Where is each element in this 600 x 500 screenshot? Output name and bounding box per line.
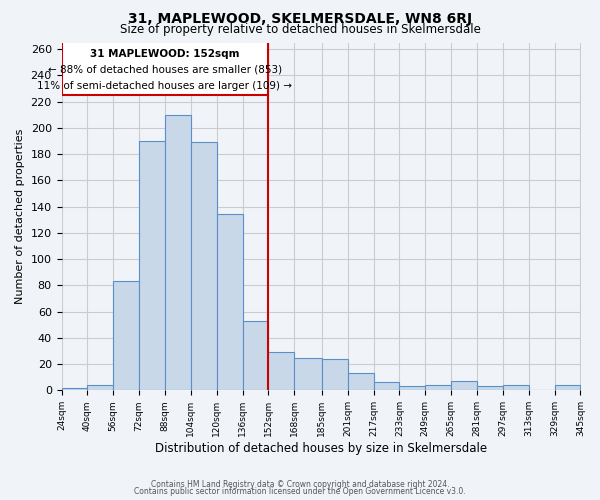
Bar: [139, 141, 165, 390]
Text: ← 88% of detached houses are smaller (853): ← 88% of detached houses are smaller (85…: [48, 65, 282, 75]
Text: 11% of semi-detached houses are larger (109) →: 11% of semi-detached houses are larger (…: [37, 80, 292, 90]
Y-axis label: Number of detached properties: Number of detached properties: [15, 128, 25, 304]
Bar: [191, 142, 217, 390]
Bar: [374, 382, 400, 390]
X-axis label: Distribution of detached houses by size in Skelmersdale: Distribution of detached houses by size …: [155, 442, 487, 455]
Bar: [88, 385, 113, 390]
Text: Contains public sector information licensed under the Open Government Licence v3: Contains public sector information licen…: [134, 487, 466, 496]
FancyBboxPatch shape: [62, 38, 268, 95]
Text: 31, MAPLEWOOD, SKELMERSDALE, WN8 6RJ: 31, MAPLEWOOD, SKELMERSDALE, WN8 6RJ: [128, 12, 472, 26]
Bar: [425, 385, 451, 390]
Bar: [242, 321, 268, 390]
Bar: [268, 352, 295, 391]
Bar: [295, 358, 322, 390]
Text: Contains HM Land Registry data © Crown copyright and database right 2024.: Contains HM Land Registry data © Crown c…: [151, 480, 449, 489]
Bar: [217, 214, 242, 390]
Bar: [113, 282, 139, 391]
Bar: [451, 381, 477, 390]
Bar: [400, 386, 425, 390]
Bar: [503, 385, 529, 390]
Text: 31 MAPLEWOOD: 152sqm: 31 MAPLEWOOD: 152sqm: [90, 49, 240, 59]
Bar: [477, 386, 503, 390]
Text: Size of property relative to detached houses in Skelmersdale: Size of property relative to detached ho…: [119, 22, 481, 36]
Bar: [554, 385, 580, 390]
Bar: [347, 374, 374, 390]
Bar: [165, 114, 191, 390]
Bar: [322, 359, 347, 390]
Bar: [62, 388, 88, 390]
